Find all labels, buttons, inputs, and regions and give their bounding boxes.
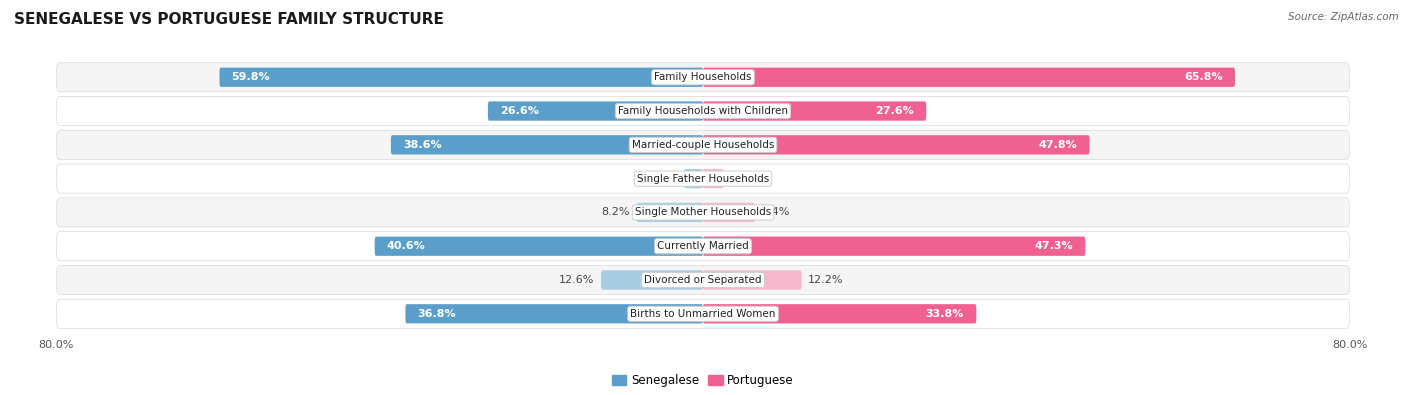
Text: 33.8%: 33.8% [925,309,965,319]
FancyBboxPatch shape [703,169,723,188]
FancyBboxPatch shape [56,164,1350,193]
Text: 65.8%: 65.8% [1184,72,1223,82]
FancyBboxPatch shape [56,63,1350,92]
FancyBboxPatch shape [405,304,703,324]
FancyBboxPatch shape [703,270,801,290]
FancyBboxPatch shape [56,232,1350,261]
FancyBboxPatch shape [488,102,703,121]
FancyBboxPatch shape [703,304,976,324]
Text: Single Father Households: Single Father Households [637,174,769,184]
FancyBboxPatch shape [219,68,703,87]
FancyBboxPatch shape [56,96,1350,126]
FancyBboxPatch shape [703,237,1085,256]
FancyBboxPatch shape [703,102,927,121]
Text: 2.5%: 2.5% [730,174,758,184]
Text: Single Mother Households: Single Mother Households [636,207,770,217]
Text: Births to Unmarried Women: Births to Unmarried Women [630,309,776,319]
FancyBboxPatch shape [600,270,703,290]
Text: 47.8%: 47.8% [1039,140,1077,150]
Text: 12.6%: 12.6% [560,275,595,285]
FancyBboxPatch shape [637,203,703,222]
FancyBboxPatch shape [56,198,1350,227]
Text: 40.6%: 40.6% [387,241,426,251]
FancyBboxPatch shape [56,299,1350,328]
Text: Divorced or Separated: Divorced or Separated [644,275,762,285]
Text: 27.6%: 27.6% [876,106,914,116]
Text: 36.8%: 36.8% [418,309,456,319]
Text: 38.6%: 38.6% [404,140,441,150]
Text: Source: ZipAtlas.com: Source: ZipAtlas.com [1288,12,1399,22]
FancyBboxPatch shape [703,203,755,222]
FancyBboxPatch shape [703,135,1090,154]
Text: 47.3%: 47.3% [1035,241,1073,251]
FancyBboxPatch shape [56,130,1350,159]
Text: 6.4%: 6.4% [761,207,790,217]
Text: SENEGALESE VS PORTUGUESE FAMILY STRUCTURE: SENEGALESE VS PORTUGUESE FAMILY STRUCTUR… [14,12,444,27]
FancyBboxPatch shape [685,169,703,188]
Text: Family Households: Family Households [654,72,752,82]
FancyBboxPatch shape [374,237,703,256]
Text: 59.8%: 59.8% [232,72,270,82]
FancyBboxPatch shape [56,265,1350,295]
Text: 26.6%: 26.6% [501,106,538,116]
Text: Currently Married: Currently Married [657,241,749,251]
Legend: Senegalese, Portuguese: Senegalese, Portuguese [607,369,799,391]
Text: 2.3%: 2.3% [650,174,678,184]
Text: 12.2%: 12.2% [808,275,844,285]
Text: 8.2%: 8.2% [602,207,630,217]
FancyBboxPatch shape [391,135,703,154]
FancyBboxPatch shape [703,68,1234,87]
Text: Married-couple Households: Married-couple Households [631,140,775,150]
Text: Family Households with Children: Family Households with Children [619,106,787,116]
